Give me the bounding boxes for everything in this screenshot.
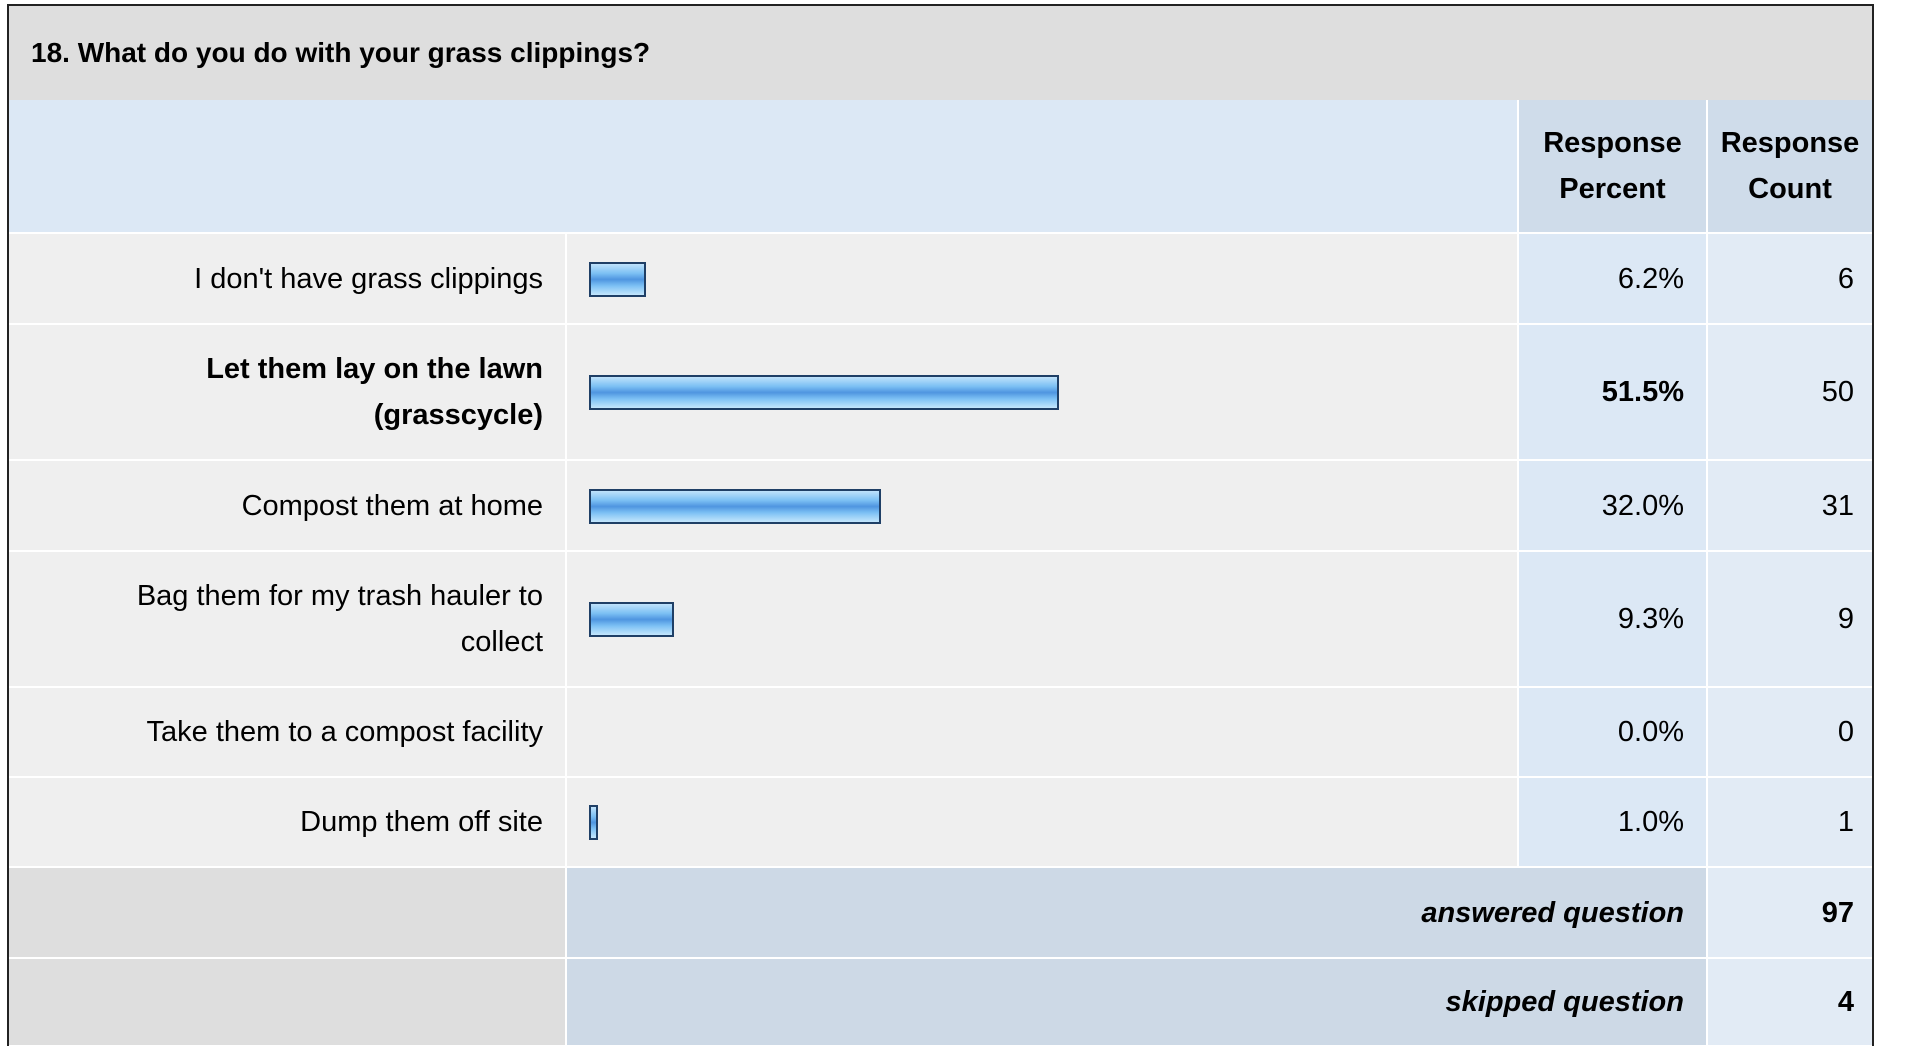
response-count: 50 xyxy=(1708,325,1872,459)
response-count: 9 xyxy=(1708,552,1872,686)
question-title: 18. What do you do with your grass clipp… xyxy=(9,6,1872,100)
answer-label: Compost them at home xyxy=(9,461,565,550)
bar-cell xyxy=(567,234,1517,323)
summary-blank xyxy=(9,959,565,1045)
response-bar xyxy=(589,261,646,297)
answer-label: Bag them for my trash hauler to collect xyxy=(9,552,565,686)
response-percent: 32.0% xyxy=(1519,461,1706,550)
response-bar xyxy=(589,488,881,524)
response-bar xyxy=(589,375,1059,410)
survey-table: 18. What do you do with your grass clipp… xyxy=(7,4,1874,1046)
response-percent: 51.5% xyxy=(1519,325,1706,459)
summary-label: answered question xyxy=(567,868,1706,957)
answer-label: Let them lay on the lawn (grasscycle) xyxy=(9,325,565,459)
bar-cell xyxy=(567,778,1517,866)
response-count: 0 xyxy=(1708,688,1872,776)
bar-cell xyxy=(567,688,1517,776)
summary-count: 97 xyxy=(1708,868,1872,957)
response-count: 6 xyxy=(1708,234,1872,323)
response-percent: 9.3% xyxy=(1519,552,1706,686)
summary-count: 4 xyxy=(1708,959,1872,1045)
answer-label: I don't have grass clippings xyxy=(9,234,565,323)
response-bar xyxy=(589,602,674,637)
response-bar xyxy=(589,805,599,840)
response-count: 1 xyxy=(1708,778,1872,866)
response-count: 31 xyxy=(1708,461,1872,550)
response-percent: 0.0% xyxy=(1519,688,1706,776)
bar-cell xyxy=(567,552,1517,686)
summary-label: skipped question xyxy=(567,959,1706,1045)
summary-blank xyxy=(9,868,565,957)
answer-label: Take them to a compost facility xyxy=(9,688,565,776)
header-count: Response Count xyxy=(1708,100,1872,232)
header-blank xyxy=(9,100,1517,232)
answer-label: Dump them off site xyxy=(9,778,565,866)
response-percent: 6.2% xyxy=(1519,234,1706,323)
header-percent: Response Percent xyxy=(1519,100,1706,232)
response-percent: 1.0% xyxy=(1519,778,1706,866)
